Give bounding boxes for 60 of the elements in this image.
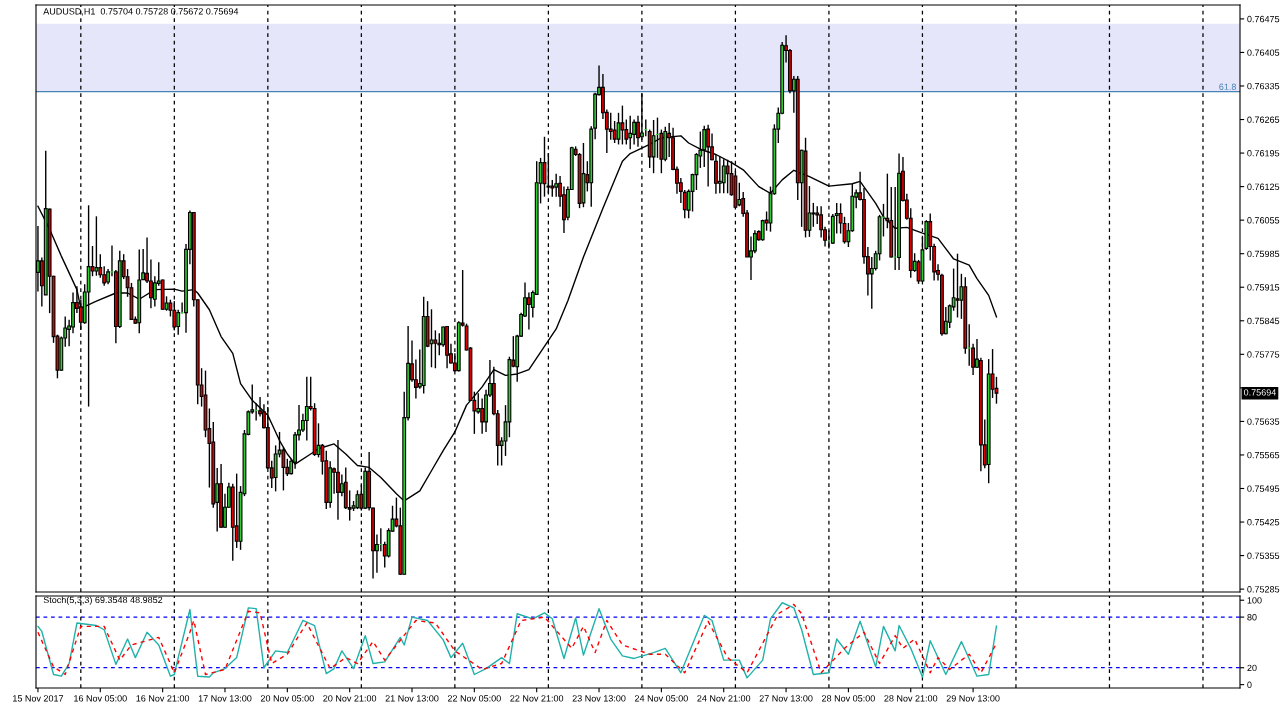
x-tick-label: 21 Nov 13:00	[385, 695, 439, 702]
candlestick	[612, 120, 617, 144]
candlestick	[717, 155, 722, 195]
y-tick-label: 0.76195	[1247, 150, 1280, 157]
candlestick	[480, 397, 485, 435]
chart-title: AUDUSD,H1 0.75704 0.75728 0.75672 0.75694	[43, 8, 239, 16]
x-tick-label: 20 Nov 21:00	[323, 695, 377, 702]
x-tick-label: 24 Nov 05:00	[634, 695, 688, 702]
y-tick-label: 0.75285	[1247, 586, 1280, 593]
y-tick-label: 20	[1247, 664, 1257, 672]
y-tick-label: 0.75985	[1247, 250, 1280, 258]
x-tick-label: 16 Nov 05:00	[74, 695, 127, 702]
x-tick-label: 15 Nov 2017	[13, 695, 64, 702]
x-tick-label: 24 Nov 21:00	[697, 695, 751, 702]
x-tick-label: 16 Nov 21:00	[136, 695, 190, 702]
candlestick	[955, 253, 960, 319]
y-tick-label: 0	[1247, 681, 1252, 688]
y-tick-label: 0.76055	[1247, 217, 1280, 224]
y-tick-label: 80	[1247, 614, 1257, 621]
y-tick-label: 100	[1247, 597, 1262, 604]
x-tick-label: 28 Nov 05:00	[822, 695, 875, 702]
candlestick	[304, 376, 309, 442]
candlestick	[725, 159, 730, 195]
x-tick-label: 22 Nov 05:00	[447, 695, 501, 702]
candlestick	[721, 158, 726, 195]
y-tick-label: 0.75495	[1247, 485, 1280, 492]
candlestick	[429, 308, 434, 368]
y-tick-label: 0.75355	[1247, 552, 1280, 559]
y-tick-label: 0.76125	[1247, 183, 1280, 190]
y-tick-label: 0.75915	[1247, 284, 1280, 291]
y-tick-label: 0.75565	[1247, 451, 1280, 459]
text: 0.75694	[1243, 389, 1276, 396]
x-tick-label: 22 Nov 21:00	[510, 695, 564, 702]
x-tick-label: 20 Nov 05:00	[260, 695, 314, 702]
candlestick	[526, 291, 531, 331]
y-tick-label: 0.76335	[1247, 82, 1280, 90]
y-tick-label: 0.75775	[1247, 351, 1280, 358]
candlestick	[694, 152, 699, 191]
candlestick	[554, 172, 559, 198]
candlestick	[433, 329, 438, 369]
y-tick-label: 0.76475	[1247, 15, 1280, 23]
candlestick	[620, 104, 625, 146]
y-tick-label: 0.75845	[1247, 317, 1280, 325]
x-tick-label: 23 Nov 13:00	[572, 695, 626, 702]
band-label: 61.8	[1219, 83, 1236, 90]
x-tick-label: 17 Nov 13:00	[198, 695, 252, 702]
candlestick	[234, 472, 239, 549]
candlestick	[542, 136, 547, 198]
candlestick	[628, 114, 633, 150]
chart-title: Stoch(5,3,3) 69.3548 48.9852	[43, 596, 163, 605]
y-tick-label: 0.76265	[1247, 116, 1280, 123]
y-tick-label: 0.76405	[1247, 49, 1280, 56]
y-tick-label: 0.75635	[1247, 418, 1280, 425]
y-tick-label: 0.75425	[1247, 519, 1280, 526]
x-tick-label: 29 Nov 13:00	[946, 695, 1000, 702]
candlestick	[355, 489, 360, 510]
candlestick	[94, 215, 99, 277]
x-tick-label: 27 Nov 13:00	[759, 695, 813, 702]
x-tick-label: 28 Nov 21:00	[884, 695, 938, 702]
candlestick	[632, 118, 637, 146]
